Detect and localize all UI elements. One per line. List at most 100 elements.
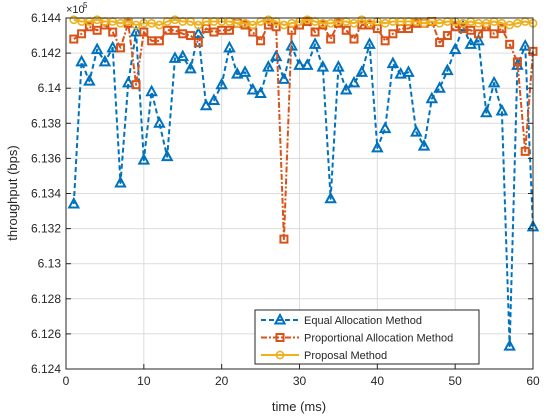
data-point-square	[310, 27, 320, 37]
data-point-triangle	[409, 124, 423, 137]
data-point-triangle	[293, 58, 306, 70]
data-point-circle	[357, 15, 367, 25]
series-line	[73, 20, 534, 241]
data-point-circle	[513, 18, 522, 28]
data-point-triangle	[402, 65, 415, 77]
y-exponent-base: ×10	[66, 4, 85, 16]
data-point-square	[341, 25, 351, 35]
data-point-square	[186, 31, 196, 41]
y-tick-label: 6.126	[31, 327, 61, 341]
data-point-triangle	[433, 81, 446, 93]
data-point-triangle	[347, 75, 361, 88]
data-point-circle	[435, 18, 444, 28]
y-tick-label: 6.132	[31, 222, 61, 236]
data-point-circle	[458, 18, 468, 28]
data-point-square	[380, 36, 390, 46]
data-point-circle	[193, 20, 203, 30]
data-point-triangle	[417, 139, 431, 151]
data-point-triangle	[199, 98, 213, 111]
data-point-square	[77, 29, 87, 39]
data-point-triangle	[487, 75, 501, 88]
data-point-triangle	[114, 175, 127, 188]
data-point-circle	[170, 15, 180, 25]
data-point-square	[349, 34, 359, 44]
data-point-circle	[69, 15, 79, 25]
data-point-square	[442, 31, 452, 41]
data-point-triangle	[121, 75, 135, 88]
data-point-square	[275, 333, 285, 342]
series-layer	[67, 15, 540, 351]
data-point-triangle	[246, 82, 260, 95]
data-point-square	[474, 29, 484, 39]
data-point-triangle	[83, 74, 96, 86]
data-point-triangle	[518, 38, 532, 51]
data-point-circle	[349, 18, 359, 28]
x-axis-label: time (ms)	[272, 399, 326, 414]
y-tick-label: 6.13	[38, 257, 62, 271]
data-point-circle	[147, 18, 157, 28]
data-point-triangle	[480, 105, 493, 118]
data-point-circle	[154, 20, 164, 30]
data-point-square	[279, 234, 289, 244]
data-point-triangle	[160, 149, 174, 162]
x-tick-label: 60	[526, 374, 540, 388]
data-point-circle	[275, 350, 285, 360]
data-point-triangle	[153, 116, 166, 128]
x-tick-label: 0	[63, 374, 70, 388]
data-point-circle	[279, 20, 289, 30]
data-point-circle	[419, 18, 429, 28]
data-point-triangle	[145, 84, 158, 97]
data-point-circle	[380, 18, 390, 28]
data-point-triangle	[238, 65, 252, 77]
y-tick-label: 6.144	[31, 11, 61, 25]
y-tick-label: 6.14	[38, 81, 62, 95]
data-point-square	[497, 24, 507, 34]
legend: Equal Allocation Method Proportional Allo…	[254, 309, 480, 365]
data-point-circle	[505, 20, 515, 30]
data-point-square	[154, 36, 164, 46]
data-point-square	[505, 39, 515, 49]
data-point-triangle	[98, 54, 112, 67]
data-point-triangle	[137, 153, 151, 165]
data-point-circle	[92, 15, 102, 25]
data-point-circle	[240, 18, 250, 28]
x-tick-label: 40	[371, 374, 385, 388]
data-point-circle	[263, 15, 273, 25]
data-point-square	[108, 27, 118, 37]
data-point-square	[115, 43, 125, 53]
data-point-triangle	[464, 37, 478, 49]
y-tick-label: 6.128	[31, 292, 61, 306]
data-point-square	[435, 38, 445, 48]
y-axis-label: throughput (bps)	[5, 145, 20, 240]
data-point-square	[69, 34, 79, 44]
x-tick-label: 10	[137, 374, 151, 388]
data-point-triangle	[378, 121, 392, 134]
y-exponent-power: 5	[83, 1, 88, 10]
data-point-triangle	[273, 312, 287, 325]
data-point-triangle	[339, 82, 353, 95]
data-point-triangle	[386, 56, 400, 69]
data-point-square	[224, 25, 234, 35]
x-axis: 0 10 20 30 40 50 60	[63, 18, 540, 388]
data-point-triangle	[472, 33, 485, 46]
data-point-triangle	[332, 60, 345, 72]
data-point-triangle	[223, 40, 236, 53]
data-point-triangle	[90, 42, 104, 55]
data-point-triangle	[269, 49, 283, 62]
x-tick-label: 50	[448, 374, 462, 388]
data-point-square	[520, 146, 530, 156]
data-point-square	[193, 38, 203, 48]
data-point-triangle	[277, 72, 291, 84]
data-point-triangle	[448, 42, 462, 55]
data-point-triangle	[503, 339, 516, 351]
data-point-triangle	[168, 51, 182, 63]
data-point-triangle	[75, 54, 88, 67]
data-point-circle	[302, 15, 312, 25]
series-3	[69, 15, 538, 30]
data-point-triangle	[262, 60, 275, 72]
data-point-triangle	[230, 67, 244, 79]
data-point-triangle	[425, 91, 439, 104]
data-point-triangle	[301, 58, 314, 70]
data-point-triangle	[324, 191, 337, 204]
